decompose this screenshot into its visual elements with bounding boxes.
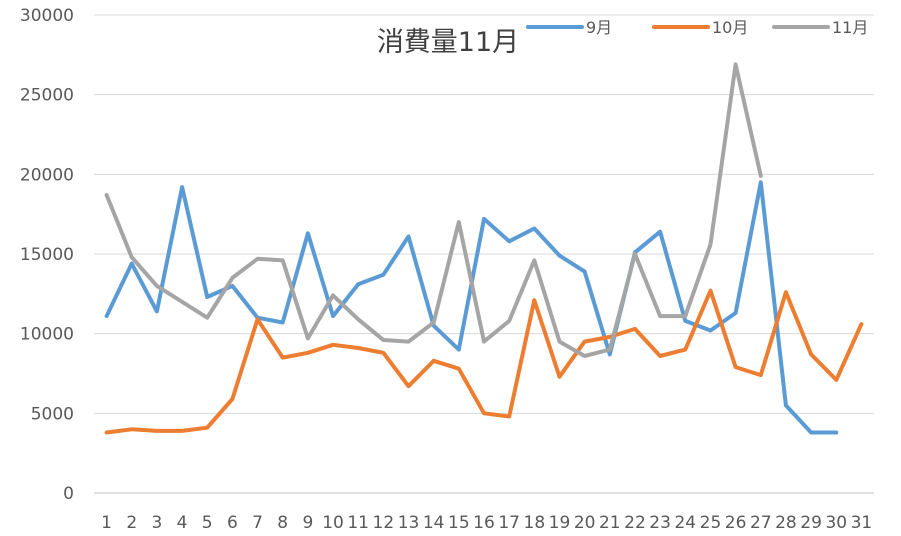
y-tick-label: 10000 (20, 325, 74, 345)
x-tick-label: 1 (101, 513, 112, 533)
x-tick-label: 4 (177, 513, 188, 533)
x-tick-label: 20 (574, 513, 596, 533)
x-tick-label: 7 (252, 513, 263, 533)
x-tick-label: 15 (448, 513, 470, 533)
y-tick-label: 30000 (20, 6, 74, 26)
x-tick-label: 10 (322, 513, 344, 533)
series-lines (104, 62, 864, 435)
x-tick-label: 14 (423, 513, 445, 533)
x-tick-label: 5 (202, 513, 213, 533)
x-tick-label: 25 (700, 513, 722, 533)
y-tick-label: 5000 (31, 404, 74, 424)
x-tick-label: 23 (649, 513, 671, 533)
x-tick-label: 8 (277, 513, 288, 533)
x-tick-label: 6 (227, 513, 238, 533)
legend-label: 11月 (832, 18, 868, 37)
x-tick-label: 11 (347, 513, 369, 533)
series-line-2 (104, 288, 864, 435)
y-tick-label: 20000 (20, 165, 74, 185)
x-tick-label: 18 (524, 513, 546, 533)
chart-title: 消費量11月 (377, 27, 519, 58)
y-axis-ticks: 0 5000 10000 15000 20000 25000 30000 (20, 6, 74, 504)
x-tick-label: 28 (775, 513, 797, 533)
x-tick-label: 22 (624, 513, 646, 533)
legend: 9月 10月 11月 (526, 18, 868, 37)
x-tick-label: 2 (126, 513, 137, 533)
y-tick-label: 15000 (20, 245, 74, 265)
x-tick-label: 29 (800, 513, 822, 533)
x-tick-label: 24 (674, 513, 696, 533)
series-line-3 (104, 62, 763, 358)
x-tick-label: 17 (498, 513, 520, 533)
y-tick-label: 0 (63, 484, 74, 504)
x-tick-label: 16 (473, 513, 495, 533)
y-tick-label: 25000 (20, 86, 74, 106)
x-tick-label: 12 (373, 513, 395, 533)
legend-label: 10月 (712, 18, 748, 37)
x-axis-ticks: 1 2 3 4 5 6 7 8 9 10 11 12 13 14 15 16 17 18 19 20 21 22 23 24 2… (101, 513, 872, 533)
legend-label: 9月 (586, 18, 612, 37)
x-tick-label: 26 (725, 513, 747, 533)
x-tick-label: 3 (151, 513, 162, 533)
x-tick-label: 21 (599, 513, 621, 533)
x-tick-label: 19 (549, 513, 571, 533)
x-tick-label: 27 (750, 513, 772, 533)
x-tick-label: 31 (851, 513, 873, 533)
x-tick-label: 9 (302, 513, 313, 533)
x-tick-label: 30 (825, 513, 847, 533)
x-tick-label: 13 (398, 513, 420, 533)
